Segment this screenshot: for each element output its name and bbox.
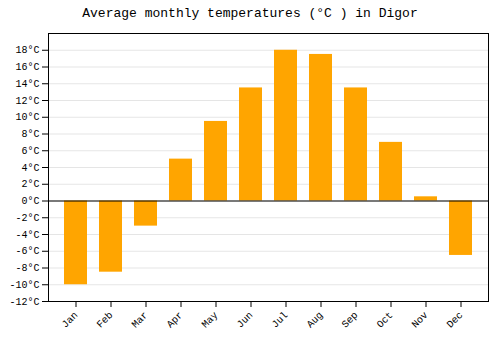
svg-text:Aug: Aug [305,310,326,331]
svg-text:2°C: 2°C [21,179,39,190]
svg-text:18°C: 18°C [15,45,39,56]
svg-text:-12°C: -12°C [9,297,39,308]
svg-text:Feb: Feb [95,310,116,331]
html-text:Average monthly temperatures (: Average monthly temperatures (°C ) in Di… [82,6,418,21]
svg-text:10°C: 10°C [15,112,39,123]
svg-text:Sep: Sep [340,310,361,331]
svg-text:Mar: Mar [130,310,151,331]
svg-text:4°C: 4°C [21,163,39,174]
svg-text:6°C: 6°C [21,146,39,157]
svg-text:-10°C: -10°C [9,280,39,291]
svg-text:Jun: Jun [235,310,256,331]
svg-text:-4°C: -4°C [15,230,39,241]
svg-text:-6°C: -6°C [15,246,39,257]
svg-text:0°C: 0°C [21,196,39,207]
svg-text:Oct: Oct [375,310,396,331]
svg-text:Apr: Apr [165,310,186,331]
svg-text:Nov: Nov [410,310,431,331]
svg-text:May: May [200,310,221,331]
svg-text:12°C: 12°C [15,96,39,107]
svg-text:-2°C: -2°C [15,213,39,224]
svg-text:-8°C: -8°C [15,263,39,274]
svg-text:Dec: Dec [445,310,466,331]
svg-text:16°C: 16°C [15,62,39,73]
svg-text:Jan: Jan [60,310,81,331]
svg-text:8°C: 8°C [21,129,39,140]
svg-text:14°C: 14°C [15,79,39,90]
svg-text:Jul: Jul [270,310,291,331]
